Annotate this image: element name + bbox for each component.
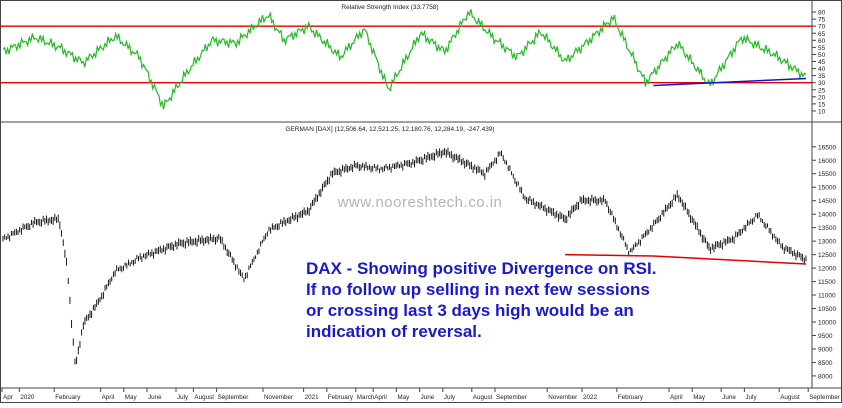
x-tick-label: April xyxy=(374,394,387,401)
x-tick-label: August xyxy=(194,394,214,401)
dax-tick-label: 10000 xyxy=(818,320,836,327)
dax-tick-label: 13000 xyxy=(818,239,836,246)
rsi-tick-label: 10 xyxy=(818,108,826,115)
rsi-line xyxy=(2,9,807,110)
dax-tick-label: 15000 xyxy=(818,185,836,192)
x-tick-label: 2022 xyxy=(583,394,598,401)
annotation-line: DAX - Showing positive Divergence on RSI… xyxy=(306,259,657,278)
dax-title: GERMAN [DAX] (12,506.64, 12,521.25, 12,1… xyxy=(285,126,494,133)
x-tick-label: May xyxy=(125,394,138,401)
dax-tick-label: 10500 xyxy=(818,306,836,313)
x-tick-label: August xyxy=(473,394,493,401)
annotation-block: DAX - Showing positive Divergence on RSI… xyxy=(306,258,726,342)
rsi-tick-label: 80 xyxy=(818,10,826,17)
rsi-tick-label: 40 xyxy=(818,66,826,73)
rsi-series xyxy=(2,9,807,110)
x-tick-label: June xyxy=(148,394,162,401)
x-tick-label: March xyxy=(357,394,375,401)
rsi-tick-label: 35 xyxy=(818,73,826,80)
dax-tick-label: 8000 xyxy=(818,373,833,380)
annotation-line: indication of reversal. xyxy=(306,322,482,341)
annotation-line: or crossing last 3 days high would be an xyxy=(306,301,634,320)
dax-tick-label: 16500 xyxy=(818,144,836,151)
x-tick-label: September xyxy=(496,394,527,401)
dax-tick-label: 12000 xyxy=(818,266,836,273)
x-tick-label: September xyxy=(218,394,249,401)
rsi-tick-label: 20 xyxy=(818,94,826,101)
dax-tick-label: 13500 xyxy=(818,225,836,232)
dax-series xyxy=(2,147,807,365)
x-tick-label: February xyxy=(55,394,81,401)
x-tick-label: April xyxy=(102,394,115,401)
dax-tick-label: 11500 xyxy=(818,279,836,286)
rsi-tick-label: 50 xyxy=(818,52,826,59)
x-tick-label: June xyxy=(722,394,736,401)
x-tick-label: August xyxy=(780,394,800,401)
x-tick-label: July xyxy=(177,394,189,401)
rsi-tick-label: 45 xyxy=(818,59,826,66)
dax-support-line xyxy=(565,253,807,265)
x-tick-label: 2021 xyxy=(305,394,320,401)
x-tick-label: May xyxy=(693,394,706,401)
dax-tick-label: 9000 xyxy=(818,346,833,353)
x-tick-label: November xyxy=(548,394,577,401)
rsi-tick-label: 30 xyxy=(818,80,826,87)
dax-tick-label: 15500 xyxy=(818,171,836,178)
annotation-line: If no follow up selling in next few sess… xyxy=(306,280,650,299)
rsi-tick-label: 15 xyxy=(818,101,826,108)
dax-tick-label: 16000 xyxy=(818,158,836,165)
rsi-tick-label: 65 xyxy=(818,31,826,38)
rsi-tick-label: 25 xyxy=(818,87,826,94)
x-tick-label: September xyxy=(809,394,840,401)
watermark: www.nooreshtech.co.in xyxy=(337,194,503,211)
rsi-tick-label: 55 xyxy=(818,45,826,52)
x-axis-labels: Apr 2020 February April May June July August Sep… xyxy=(1,388,840,401)
dax-tick-label: 11000 xyxy=(818,293,836,300)
x-tick-label: February xyxy=(328,394,354,401)
dax-tick-label: 14000 xyxy=(818,212,836,219)
dax-tick-label: 9500 xyxy=(818,333,833,340)
x-tick-label: July xyxy=(444,394,456,401)
dax-tick-label: 14500 xyxy=(818,198,836,205)
rsi-title: Relative Strength Index (33.7758) xyxy=(341,4,438,11)
x-tick-label: June xyxy=(421,394,435,401)
x-tick-label: November xyxy=(264,394,293,401)
rsi-trendline xyxy=(653,77,807,87)
rsi-tick-label: 60 xyxy=(818,38,826,45)
dax-tick-label: 12500 xyxy=(818,252,836,259)
x-tick-label: February xyxy=(618,394,644,401)
x-tick-label: 2020 xyxy=(20,394,35,401)
rsi-reference-lines xyxy=(0,25,812,84)
rsi-tick-label: 70 xyxy=(818,24,826,31)
x-tick-label: Apr xyxy=(3,394,13,401)
x-tick-label: July xyxy=(745,394,757,401)
x-tick-label: May xyxy=(397,394,410,401)
x-tick-label: April xyxy=(670,394,683,401)
dax-tick-label: 8500 xyxy=(818,360,833,367)
rsi-tick-label: 75 xyxy=(818,17,826,24)
dax-axis-ticks: 8000 8500 9000 9500 10000 10500 11000 11500 1200… xyxy=(812,144,836,380)
